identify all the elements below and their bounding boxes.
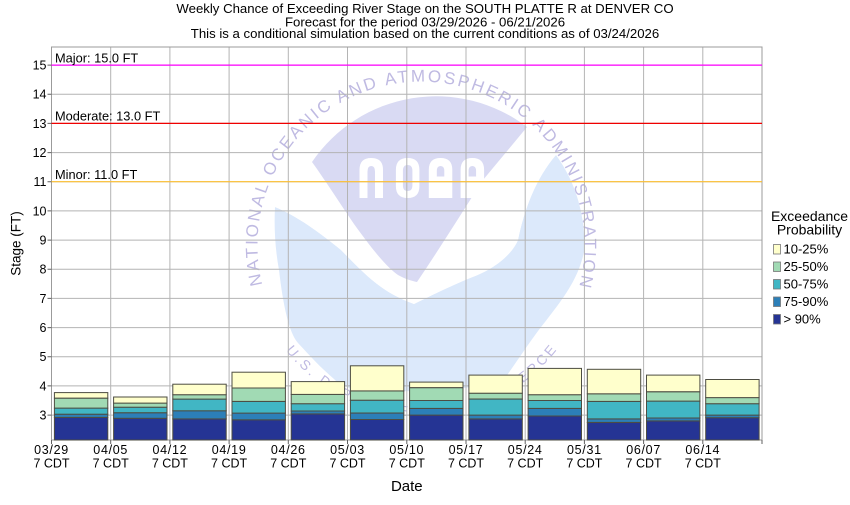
svg-text:7 CDT: 7 CDT (685, 457, 721, 471)
svg-text:Exceedance: Exceedance (771, 208, 848, 224)
svg-text:9: 9 (40, 234, 47, 248)
svg-text:3: 3 (40, 409, 47, 423)
svg-text:05/24: 05/24 (508, 443, 543, 457)
svg-text:05/03: 05/03 (330, 443, 365, 457)
svg-text:6: 6 (40, 321, 47, 335)
svg-text:5: 5 (40, 350, 47, 364)
svg-text:04/26: 04/26 (271, 443, 306, 457)
svg-text:06/07: 06/07 (626, 443, 661, 457)
svg-text:06/14: 06/14 (685, 443, 720, 457)
svg-text:7 CDT: 7 CDT (33, 457, 69, 471)
svg-text:04/05: 04/05 (93, 443, 128, 457)
svg-text:Weekly Chance of Exceeding Riv: Weekly Chance of Exceeding River Stage o… (176, 1, 673, 16)
svg-text:7 CDT: 7 CDT (211, 457, 247, 471)
svg-text:25-50%: 25-50% (784, 259, 829, 274)
svg-text:12: 12 (33, 146, 47, 160)
svg-text:7 CDT: 7 CDT (389, 457, 425, 471)
svg-text:03/29: 03/29 (34, 443, 69, 457)
svg-text:> 90%: > 90% (784, 311, 822, 326)
svg-text:7 CDT: 7 CDT (566, 457, 602, 471)
svg-text:14: 14 (33, 88, 47, 102)
svg-text:13: 13 (33, 117, 47, 131)
svg-text:Stage (FT): Stage (FT) (9, 211, 24, 276)
svg-text:75-90%: 75-90% (784, 294, 829, 309)
svg-text:7 CDT: 7 CDT (93, 457, 129, 471)
svg-text:05/17: 05/17 (449, 443, 484, 457)
svg-text:50-75%: 50-75% (784, 276, 829, 291)
svg-text:7 CDT: 7 CDT (626, 457, 662, 471)
svg-text:7 CDT: 7 CDT (329, 457, 365, 471)
svg-text:05/10: 05/10 (389, 443, 424, 457)
svg-text:Minor: 11.0 FT: Minor: 11.0 FT (55, 167, 137, 182)
svg-text:10: 10 (33, 204, 47, 218)
svg-text:Probability: Probability (777, 222, 842, 238)
svg-text:4: 4 (40, 379, 47, 393)
svg-text:11: 11 (34, 175, 47, 189)
svg-text:Date: Date (391, 478, 423, 495)
svg-text:05/31: 05/31 (567, 443, 602, 457)
svg-text:Forecast for the period 03/29/: Forecast for the period 03/29/2026 - 06/… (285, 14, 565, 29)
svg-text:7 CDT: 7 CDT (448, 457, 484, 471)
svg-text:Major: 15.0 FT: Major: 15.0 FT (55, 50, 138, 65)
svg-text:Moderate: 13.0 FT: Moderate: 13.0 FT (55, 109, 160, 124)
svg-text:15: 15 (33, 59, 47, 73)
svg-text:8: 8 (40, 263, 47, 277)
svg-text:This is a conditional simulati: This is a conditional simulation based o… (191, 26, 659, 41)
svg-text:04/19: 04/19 (212, 443, 247, 457)
svg-text:7 CDT: 7 CDT (152, 457, 188, 471)
svg-text:04/12: 04/12 (153, 443, 188, 457)
svg-text:7 CDT: 7 CDT (270, 457, 306, 471)
svg-text:7: 7 (40, 292, 47, 306)
svg-text:10-25%: 10-25% (784, 241, 829, 256)
svg-text:7 CDT: 7 CDT (507, 457, 543, 471)
